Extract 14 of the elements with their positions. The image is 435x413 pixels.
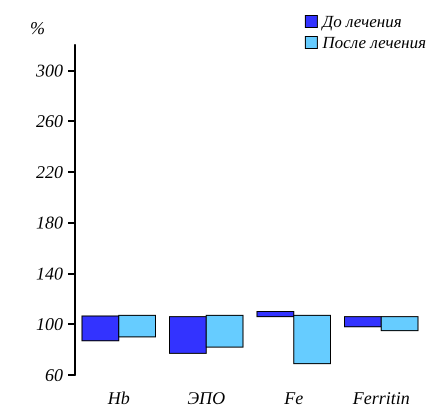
y-tick-label: 300 [35, 60, 63, 80]
legend-label: До лечения [320, 12, 402, 31]
x-tick-label: Ferritin [352, 388, 410, 408]
x-tick-label: Hb [106, 388, 130, 408]
x-tick-label: ЭПО [187, 388, 226, 408]
y-tick-label: 260 [36, 111, 63, 132]
legend-label: После лечения [321, 33, 426, 52]
y-tick-label: 100 [36, 314, 63, 334]
y-axis-title: % [30, 18, 45, 38]
y-tick-label: 220 [36, 162, 63, 182]
y-tick-label: 180 [36, 212, 63, 233]
y-tick-label: 60 [45, 365, 63, 385]
y-tick-label: 140 [36, 263, 63, 284]
x-tick-label: Fe [283, 388, 304, 408]
